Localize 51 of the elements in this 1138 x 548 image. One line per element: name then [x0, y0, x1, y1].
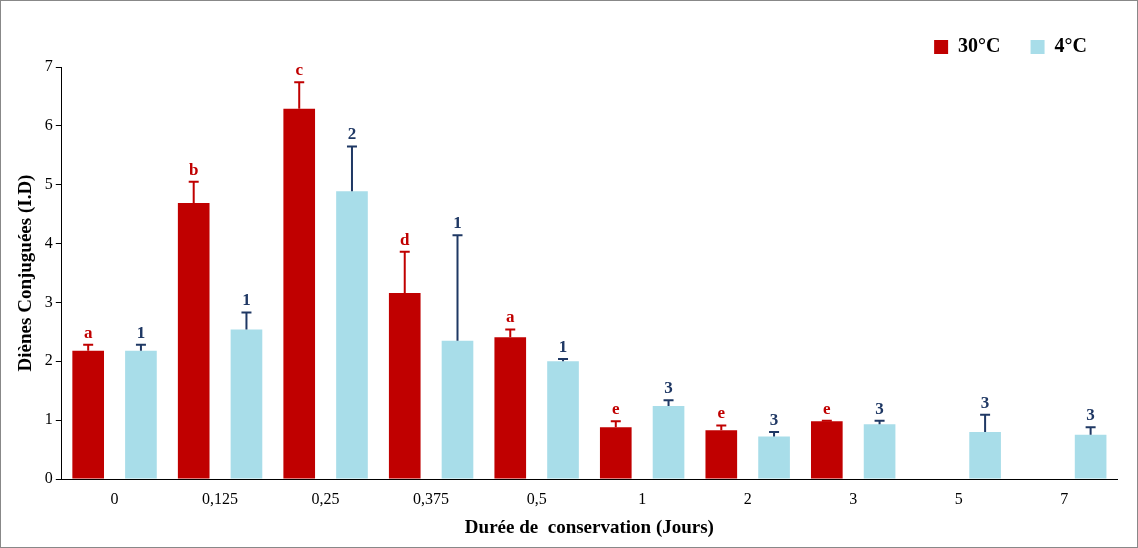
- annotation: a: [506, 307, 516, 327]
- y-tick-label: 3: [44, 292, 53, 310]
- bar: [125, 350, 157, 479]
- annotation: d: [400, 229, 411, 249]
- y-tick-label: 0: [44, 469, 53, 487]
- x-tick-label: 3: [849, 489, 858, 507]
- bar: [758, 436, 790, 479]
- annotation: 1: [242, 290, 251, 310]
- bar: [652, 406, 685, 479]
- bar: [336, 191, 368, 479]
- annotation: 2: [347, 124, 357, 144]
- x-tick-label: 7: [1060, 489, 1069, 507]
- y-tick-label: 7: [44, 57, 53, 75]
- annotation: 3: [769, 409, 779, 429]
- y-tick-label: 1: [44, 410, 53, 428]
- x-tick-label: 0,375: [413, 489, 450, 507]
- annotation: 1: [453, 213, 462, 233]
- bar: [547, 361, 579, 479]
- legend-label: 30°C: [958, 34, 1001, 57]
- annotation: 1: [558, 336, 568, 356]
- bar: [441, 340, 474, 479]
- bar: [969, 431, 1001, 479]
- y-axis-title: Diènes Conjuguées (I.D): [14, 174, 37, 372]
- annotation: b: [188, 159, 199, 179]
- x-tick-label: 1: [638, 489, 647, 507]
- annotation: e: [717, 403, 726, 423]
- annotation: a: [83, 322, 93, 342]
- y-tick-label: 6: [44, 116, 53, 134]
- x-tick-label: 0: [110, 489, 119, 507]
- annotation: 3: [875, 398, 884, 418]
- y-tick-label: 2: [44, 351, 53, 369]
- y-tick-label: 4: [44, 233, 53, 251]
- annotation: e: [823, 398, 832, 418]
- annotation: e: [612, 399, 621, 419]
- bar: [1074, 434, 1107, 479]
- x-axis-title: Durée de conservation (Jours): [464, 515, 714, 538]
- x-tick-label: 0,125: [202, 489, 239, 507]
- annotation: 1: [136, 322, 146, 342]
- annotation: 3: [1086, 405, 1095, 425]
- x-tick-label: 0,25: [311, 489, 340, 507]
- bar: [230, 329, 263, 479]
- bar: [810, 421, 843, 479]
- legend-label: 4°C: [1054, 34, 1088, 57]
- bar: [863, 424, 896, 479]
- x-tick-label: 0,5: [526, 489, 547, 507]
- y-tick-label: 5: [44, 174, 53, 192]
- annotation: c: [295, 60, 304, 80]
- annotation: 3: [664, 378, 673, 398]
- x-tick-label: 2: [743, 489, 752, 507]
- x-tick-label: 5: [954, 489, 963, 507]
- annotation: 3: [980, 392, 990, 412]
